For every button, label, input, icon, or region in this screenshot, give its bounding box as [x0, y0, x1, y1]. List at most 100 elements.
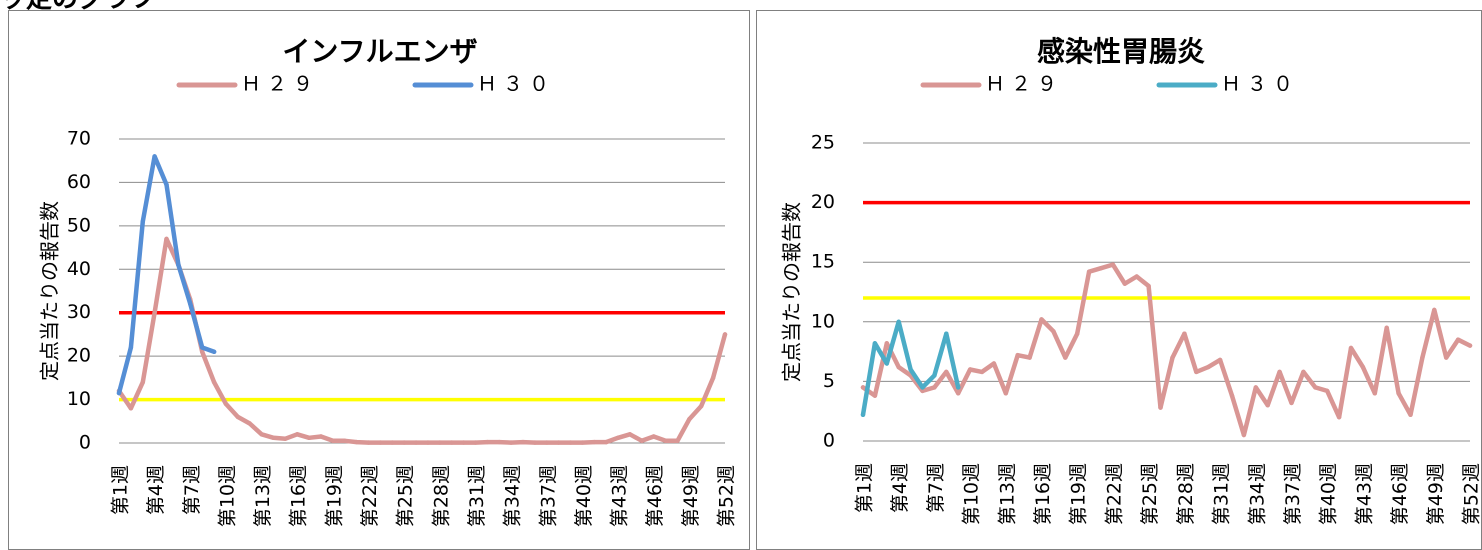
data-point-s1-9: [956, 391, 960, 395]
x-tick-label-3: 第10週: [216, 465, 238, 527]
x-tick-label-14: 第43週: [1353, 463, 1375, 525]
data-point-s1-33: [497, 440, 501, 444]
data-point-s1-35: [1266, 403, 1270, 407]
x-tick-label-2: 第7週: [925, 463, 947, 513]
data-point-s1-42: [1349, 346, 1353, 350]
data-point-s2-8: [200, 345, 204, 349]
x-tick-label-7: 第22週: [1103, 463, 1125, 525]
data-point-s1-1: [861, 385, 865, 389]
x-tick-label-17: 第52週: [1461, 463, 1482, 525]
data-point-s1-51: [711, 376, 715, 380]
data-point-s2-6: [176, 263, 180, 267]
data-point-s1-28: [438, 440, 442, 444]
data-point-s1-26: [1158, 405, 1162, 409]
x-tick-label-0: 第1週: [854, 463, 876, 513]
x-tick-label-6: 第19週: [323, 465, 345, 527]
y-tick-label-0: 0: [79, 432, 91, 454]
data-point-s1-40: [1325, 389, 1329, 393]
data-point-s2-7: [932, 373, 936, 377]
data-point-s2-1: [861, 413, 865, 417]
data-point-s1-16: [1039, 317, 1043, 321]
data-point-s1-48: [1420, 355, 1424, 359]
data-point-s1-49: [687, 417, 691, 421]
x-tick-label-14: 第43週: [609, 465, 631, 527]
data-point-s1-48: [675, 439, 679, 443]
legend-label-1: Ｈ２９: [241, 72, 319, 96]
y-tick-label-2: 20: [67, 345, 91, 367]
x-tick-label-15: 第46週: [1389, 463, 1411, 525]
data-point-s2-1: [117, 391, 121, 395]
data-point-s1-36: [533, 440, 537, 444]
x-tick-label-1: 第4週: [145, 465, 167, 515]
data-point-s2-5: [908, 367, 912, 371]
x-tick-label-4: 第13週: [996, 463, 1018, 525]
x-tick-label-3: 第10週: [961, 463, 983, 525]
data-point-s1-3: [885, 341, 889, 345]
data-point-s1-15: [283, 437, 287, 441]
y-tick-label-5: 25: [811, 132, 835, 154]
legend-label-2: Ｈ３０: [1221, 72, 1299, 96]
data-point-s1-29: [1194, 370, 1198, 374]
data-point-s1-28: [1182, 332, 1186, 336]
series-line-2: [119, 156, 214, 393]
x-tick-label-13: 第40週: [573, 465, 595, 527]
y-axis-label: 定点当たりの報告数: [780, 202, 804, 382]
data-point-s2-3: [141, 219, 145, 223]
x-tick-label-12: 第37週: [1282, 463, 1304, 525]
data-point-s1-9: [212, 380, 216, 384]
data-point-s1-46: [1396, 391, 1400, 395]
data-point-s1-12: [992, 361, 996, 365]
data-point-s1-38: [1301, 370, 1305, 374]
x-tick-label-0: 第1週: [110, 465, 132, 515]
y-tick-label-3: 30: [67, 301, 91, 323]
data-point-s2-9: [212, 350, 216, 354]
data-point-s1-30: [1206, 365, 1210, 369]
y-tick-label-1: 5: [823, 370, 835, 392]
data-point-s2-4: [897, 320, 901, 324]
data-point-s2-9: [956, 385, 960, 389]
data-point-s1-22: [366, 440, 370, 444]
data-point-s1-7: [932, 385, 936, 389]
data-point-s1-46: [652, 434, 656, 438]
data-point-s2-5: [164, 182, 168, 186]
data-point-s1-2: [873, 394, 877, 398]
x-tick-label-4: 第13週: [252, 465, 274, 527]
data-point-s1-41: [1337, 415, 1341, 419]
data-point-s1-37: [1289, 401, 1293, 405]
x-tick-label-11: 第34週: [502, 465, 524, 527]
x-tick-label-8: 第25週: [395, 465, 417, 527]
data-point-s1-40: [580, 440, 584, 444]
data-point-s1-5: [164, 237, 168, 241]
data-point-s1-19: [1075, 332, 1079, 336]
data-point-s1-8: [944, 370, 948, 374]
data-point-s1-27: [1170, 355, 1174, 359]
y-tick-label-3: 15: [811, 251, 835, 273]
data-point-s1-16: [295, 432, 299, 436]
data-point-s1-42: [604, 440, 608, 444]
data-point-s1-2: [129, 406, 133, 410]
data-point-s1-3: [141, 380, 145, 384]
data-point-s1-50: [699, 404, 703, 408]
data-point-s2-2: [129, 345, 133, 349]
data-point-s1-31: [473, 440, 477, 444]
data-point-s1-43: [1361, 365, 1365, 369]
data-point-s1-39: [1313, 385, 1317, 389]
data-point-s1-41: [592, 440, 596, 444]
data-point-s1-38: [556, 440, 560, 444]
x-tick-label-16: 第49週: [680, 465, 702, 527]
x-tick-label-10: 第31週: [466, 465, 488, 527]
data-point-s2-3: [885, 361, 889, 365]
data-point-s1-10: [224, 402, 228, 406]
y-tick-label-0: 0: [823, 430, 835, 452]
data-point-s1-33: [1242, 433, 1246, 437]
legend-label-2: Ｈ３０: [477, 72, 555, 96]
x-tick-label-1: 第4週: [889, 463, 911, 513]
data-point-s1-11: [236, 415, 240, 419]
data-point-s1-20: [343, 439, 347, 443]
chart-title: 感染性胃腸炎: [1037, 35, 1205, 68]
data-point-s1-49: [1432, 308, 1436, 312]
data-point-s1-23: [1123, 282, 1127, 286]
x-tick-label-8: 第25週: [1139, 463, 1161, 525]
